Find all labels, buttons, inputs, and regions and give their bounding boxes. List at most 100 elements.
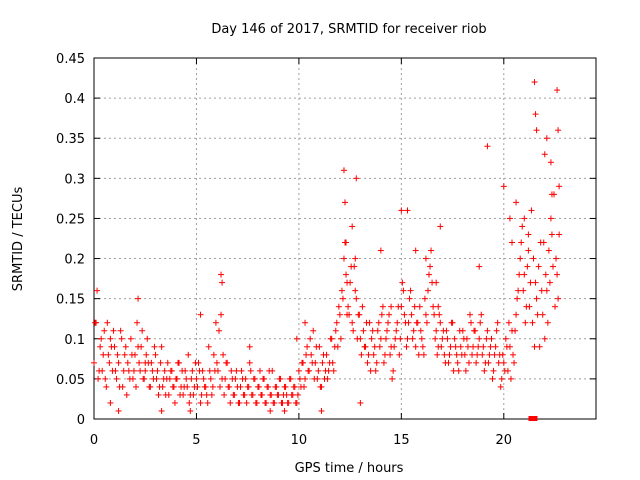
data-point <box>379 303 386 310</box>
data-point <box>105 351 112 358</box>
data-point <box>345 303 352 310</box>
data-point <box>532 279 539 286</box>
y-tick-label: 0 <box>77 413 85 428</box>
data-point <box>430 303 437 310</box>
data-point <box>507 375 514 382</box>
data-point <box>286 375 293 382</box>
data-point <box>296 375 303 382</box>
data-point <box>485 359 492 366</box>
data-point <box>215 327 222 334</box>
data-point <box>288 391 295 398</box>
x-tick-label: 15 <box>393 433 410 448</box>
data-point <box>100 351 107 358</box>
data-point <box>505 319 512 326</box>
data-point <box>468 319 475 326</box>
data-point <box>282 383 289 390</box>
data-point <box>447 343 454 350</box>
data-point <box>348 263 355 270</box>
axis-ticks: 0 5 10 15 20 0 0.05 0.1 0.15 0.2 0.25 0.3 0.35 0.4 0.4… <box>56 52 596 448</box>
data-point <box>539 311 546 318</box>
data-point <box>139 327 146 334</box>
data-point <box>489 375 496 382</box>
data-point <box>268 391 275 398</box>
data-point <box>531 79 538 86</box>
data-point <box>158 343 165 350</box>
data-point <box>543 287 550 294</box>
data-point <box>417 327 424 334</box>
data-point <box>262 399 269 406</box>
data-point <box>209 383 216 390</box>
data-point <box>498 375 505 382</box>
data-point <box>451 335 458 342</box>
data-point <box>338 287 345 294</box>
data-point <box>524 263 531 270</box>
data-point <box>193 375 200 382</box>
data-point <box>246 343 253 350</box>
data-point <box>158 407 165 414</box>
data-point <box>228 367 235 374</box>
data-point <box>219 279 226 286</box>
data-point <box>221 391 228 398</box>
data-point <box>231 391 238 398</box>
data-point <box>98 335 105 342</box>
data-point <box>331 343 338 350</box>
data-point <box>204 399 211 406</box>
data-point <box>431 311 438 318</box>
data-point <box>517 255 524 262</box>
data-point <box>536 343 543 350</box>
data-point <box>555 127 562 134</box>
data-point <box>412 343 419 350</box>
data-point <box>477 319 484 326</box>
data-point <box>315 367 322 374</box>
data-point <box>212 319 219 326</box>
data-point <box>311 375 318 382</box>
data-point <box>147 383 154 390</box>
data-point <box>541 335 548 342</box>
data-point <box>350 327 357 334</box>
data-point <box>95 375 102 382</box>
grid <box>94 58 596 419</box>
data-point <box>438 343 445 350</box>
data-point <box>173 375 180 382</box>
data-point <box>406 295 413 302</box>
data-point <box>433 327 440 334</box>
data-point <box>515 287 522 294</box>
data-point <box>522 319 529 326</box>
data-point <box>520 287 527 294</box>
data-point <box>164 359 171 366</box>
data-point <box>353 295 360 302</box>
data-point <box>476 335 483 342</box>
y-axis-label: SRMTID / TECUs <box>11 187 26 292</box>
data-point <box>336 311 343 318</box>
data-point <box>480 343 487 350</box>
data-point <box>528 207 535 214</box>
data-point <box>295 367 302 374</box>
data-point <box>532 111 539 118</box>
data-point <box>473 359 480 366</box>
data-point <box>418 335 425 342</box>
data-point <box>501 367 508 374</box>
data-point <box>308 351 315 358</box>
data-point <box>479 351 486 358</box>
y-tick-label: 0.4 <box>64 92 85 107</box>
data-point <box>92 319 99 326</box>
data-point <box>340 255 347 262</box>
data-point <box>391 343 398 350</box>
data-point <box>371 343 378 350</box>
data-point <box>506 215 513 222</box>
data-point <box>471 327 478 334</box>
data-point <box>476 263 483 270</box>
data-point <box>549 263 556 270</box>
data-point <box>157 359 164 366</box>
data-point <box>390 367 397 374</box>
data-point <box>357 399 364 406</box>
data-point <box>394 319 401 326</box>
data-point <box>484 327 491 334</box>
data-point <box>353 175 360 182</box>
data-point <box>225 383 232 390</box>
data-point <box>373 359 380 366</box>
data-point <box>255 383 262 390</box>
data-point <box>245 383 252 390</box>
data-point <box>359 303 366 310</box>
